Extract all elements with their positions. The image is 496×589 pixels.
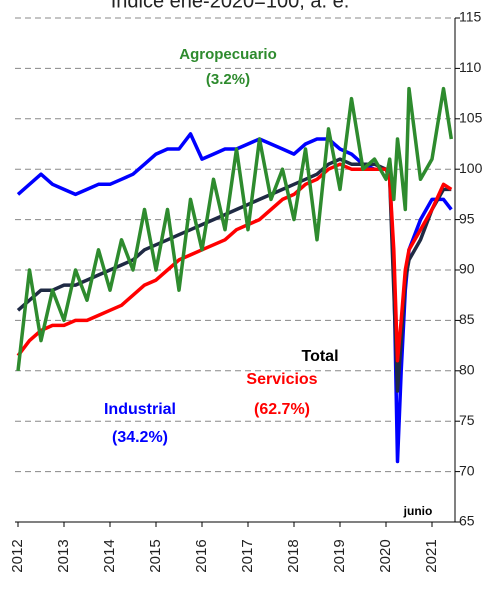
annotation: (34.2%) bbox=[112, 429, 168, 446]
series-line bbox=[16, 86, 454, 371]
y-tick-label: 95 bbox=[459, 210, 475, 226]
x-tick-label: 2020 bbox=[377, 539, 394, 572]
x-tick-label: 2016 bbox=[193, 539, 210, 572]
y-tick-label: 70 bbox=[459, 462, 475, 478]
y-tick-label: 75 bbox=[459, 412, 475, 428]
annotation: junio bbox=[403, 504, 433, 518]
y-tick-label: 90 bbox=[459, 261, 475, 277]
annotation: Servicios bbox=[246, 371, 317, 388]
x-tick-label: 2019 bbox=[331, 539, 348, 572]
y-tick-label: 110 bbox=[459, 59, 482, 75]
y-tick-label: 85 bbox=[459, 311, 475, 327]
x-tick-label: 2018 bbox=[285, 539, 302, 572]
annotation: Industrial bbox=[104, 401, 176, 418]
series-line bbox=[16, 162, 453, 363]
x-tick-label: 2017 bbox=[239, 539, 256, 572]
x-tick-label: 2013 bbox=[55, 539, 72, 572]
x-tick-label: 2012 bbox=[9, 539, 26, 572]
x-tick-label: 2021 bbox=[423, 539, 440, 572]
y-tick-label: 115 bbox=[459, 9, 482, 25]
series-line bbox=[16, 157, 452, 393]
annotation: Agropecuario bbox=[179, 46, 277, 63]
annotation: Total bbox=[301, 348, 338, 365]
x-tick-label: 2015 bbox=[147, 539, 164, 572]
annotation: (3.2%) bbox=[206, 71, 250, 88]
y-tick-label: 65 bbox=[459, 513, 475, 529]
y-tick-label: 105 bbox=[459, 110, 483, 126]
x-tick-label: 2014 bbox=[101, 539, 118, 572]
chart-title: Índice ene-2020=100, a. e. bbox=[111, 0, 350, 12]
y-tick-label: 100 bbox=[459, 160, 483, 176]
y-tick-label: 80 bbox=[459, 362, 475, 378]
annotation: (62.7%) bbox=[254, 401, 310, 418]
series-line bbox=[16, 132, 453, 464]
